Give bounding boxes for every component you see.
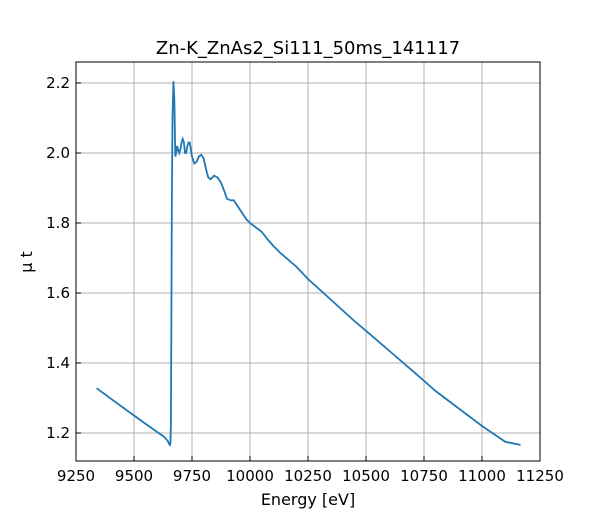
x-tick-label: 10250 [284, 467, 332, 485]
x-tick-label: 9750 [173, 467, 211, 485]
x-tick-label: 11250 [516, 467, 564, 485]
x-tick-label: 9500 [115, 467, 153, 485]
x-tick-label: 10500 [342, 467, 390, 485]
grid [75, 62, 541, 461]
series-line [96, 81, 521, 447]
y-tick-label: 1.2 [46, 424, 70, 442]
y-tick-label: 1.6 [46, 284, 70, 302]
y-axis-label: μ t [17, 251, 36, 273]
y-tick-label: 1.8 [46, 214, 70, 232]
x-axis-label: Energy [eV] [261, 490, 355, 509]
y-tick-label: 1.4 [46, 354, 70, 372]
x-tick-label: 10000 [226, 467, 274, 485]
x-tick-label: 11000 [458, 467, 506, 485]
y-tick-label: 2.0 [46, 144, 70, 162]
chart-title: Zn-K_ZnAs2_Si111_50ms_141117 [156, 38, 460, 59]
x-tick-label: 9250 [57, 467, 95, 485]
x-tick-label: 10750 [400, 467, 448, 485]
y-axis-ticks: 1.2 1.4 1.6 1.8 2.0 2.2 [46, 74, 81, 442]
x-axis-ticks: 9250 9500 9750 10000 10250 10500 10750 11000 112… [57, 456, 564, 485]
y-tick-label: 2.2 [46, 74, 70, 92]
